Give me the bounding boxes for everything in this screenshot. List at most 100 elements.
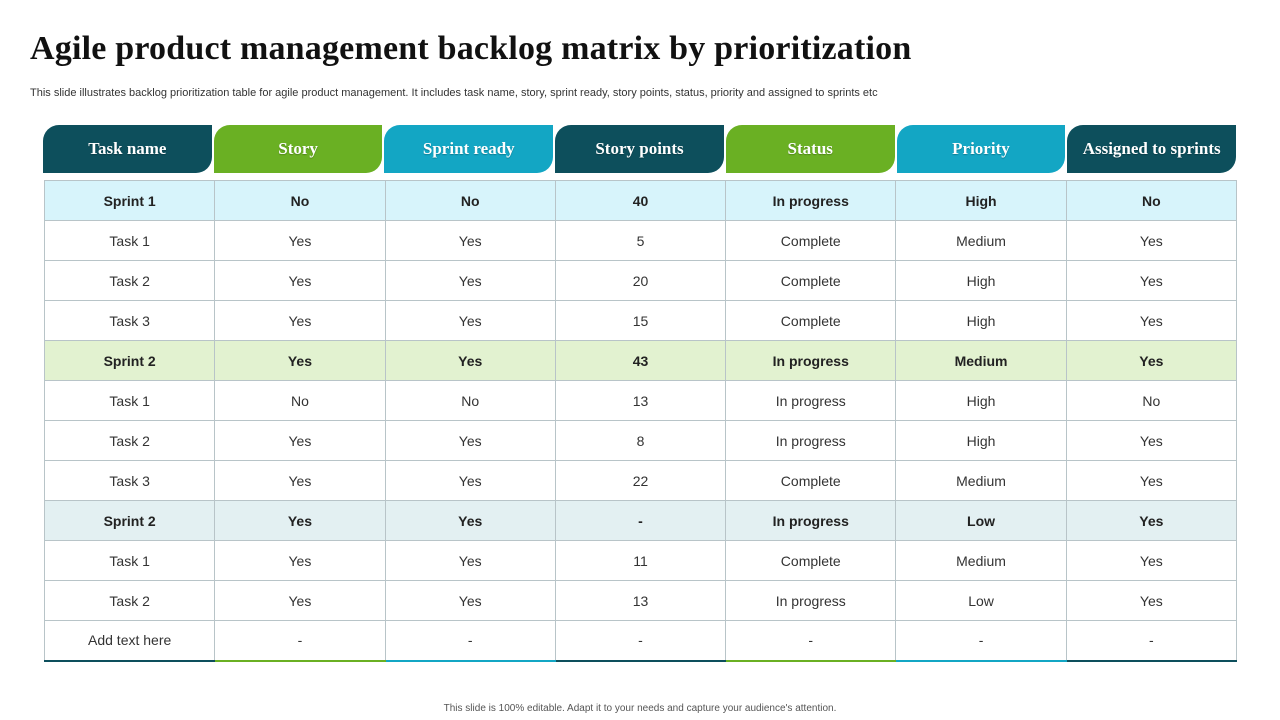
cell-story-points: 5 bbox=[554, 220, 727, 261]
cell-story: Yes bbox=[214, 260, 386, 301]
cell-task-name: Task 2 bbox=[43, 260, 216, 301]
cell-priority: High bbox=[895, 420, 1067, 461]
cell-assigned: No bbox=[1065, 180, 1238, 221]
cell-priority: High bbox=[895, 260, 1067, 301]
cell-status: In progress bbox=[725, 340, 897, 381]
cell-sprint-ready: Yes bbox=[384, 260, 556, 301]
cell-sprint-ready: Yes bbox=[384, 500, 556, 541]
cell-status: In progress bbox=[725, 420, 897, 461]
cell-story-points: 11 bbox=[554, 540, 727, 581]
cell-story: Yes bbox=[214, 340, 386, 381]
table-row: Task 1 Yes Yes 5 Complete Medium Yes bbox=[43, 220, 1238, 261]
table-row: Task 1 Yes Yes 11 Complete Medium Yes bbox=[43, 540, 1238, 581]
cell-status: In progress bbox=[725, 180, 897, 221]
cell-assigned: Yes bbox=[1065, 300, 1238, 341]
cell-assigned: Yes bbox=[1065, 340, 1238, 381]
cell-story: Yes bbox=[214, 540, 386, 581]
cell-assigned: Yes bbox=[1065, 500, 1238, 541]
cell-story-points: 22 bbox=[554, 460, 727, 501]
header-sprint-ready: Sprint ready bbox=[384, 125, 554, 173]
cell-task-name: Task 1 bbox=[43, 220, 216, 261]
table-row: Task 3 Yes Yes 15 Complete High Yes bbox=[43, 300, 1238, 341]
cell-priority: - bbox=[895, 620, 1067, 662]
cell-status: In progress bbox=[725, 580, 897, 621]
cell-assigned: Yes bbox=[1065, 260, 1238, 301]
cell-story-points: 13 bbox=[554, 580, 727, 621]
cell-task-name: Add text here bbox=[43, 620, 216, 662]
table-header-row: Task name Story Sprint ready Story point… bbox=[43, 125, 1237, 173]
cell-assigned: Yes bbox=[1065, 460, 1238, 501]
cell-sprint-ready: No bbox=[384, 380, 556, 421]
header-priority: Priority bbox=[896, 125, 1066, 173]
cell-status: Complete bbox=[725, 220, 897, 261]
table-row: Task 2 Yes Yes 8 In progress High Yes bbox=[43, 420, 1238, 461]
cell-story: Yes bbox=[214, 300, 386, 341]
table-row: Add text here - - - - - - bbox=[43, 620, 1238, 662]
cell-priority: Medium bbox=[895, 460, 1067, 501]
cell-sprint-ready: Yes bbox=[384, 460, 556, 501]
cell-story: No bbox=[214, 380, 386, 421]
cell-story: Yes bbox=[214, 420, 386, 461]
sprint-row: Sprint 1 No No 40 In progress High No bbox=[43, 180, 1238, 221]
cell-story-points: - bbox=[554, 620, 727, 662]
cell-story-points: 15 bbox=[554, 300, 727, 341]
cell-priority: Medium bbox=[895, 220, 1067, 261]
table-row: Task 2 Yes Yes 20 Complete High Yes bbox=[43, 260, 1238, 301]
cell-priority: High bbox=[895, 380, 1067, 421]
table-row: Task 1 No No 13 In progress High No bbox=[43, 380, 1238, 421]
cell-task-name: Sprint 2 bbox=[43, 340, 216, 381]
cell-story-points: 13 bbox=[554, 380, 727, 421]
table-row: Task 2 Yes Yes 13 In progress Low Yes bbox=[43, 580, 1238, 621]
cell-story: Yes bbox=[214, 500, 386, 541]
cell-task-name: Sprint 2 bbox=[43, 500, 216, 541]
table-row: Task 3 Yes Yes 22 Complete Medium Yes bbox=[43, 460, 1238, 501]
cell-priority: Low bbox=[895, 500, 1067, 541]
cell-story: Yes bbox=[214, 580, 386, 621]
cell-assigned: Yes bbox=[1065, 220, 1238, 261]
cell-task-name: Task 2 bbox=[43, 580, 216, 621]
cell-assigned: Yes bbox=[1065, 540, 1238, 581]
cell-story-points: 43 bbox=[554, 340, 727, 381]
cell-story-points: 8 bbox=[554, 420, 727, 461]
page-title: Agile product management backlog matrix … bbox=[30, 30, 912, 67]
cell-sprint-ready: Yes bbox=[384, 420, 556, 461]
cell-status: In progress bbox=[725, 380, 897, 421]
cell-story-points: - bbox=[554, 500, 727, 541]
cell-task-name: Task 3 bbox=[43, 460, 216, 501]
header-assigned-to-sprints: Assigned to sprints bbox=[1067, 125, 1237, 173]
cell-priority: High bbox=[895, 180, 1067, 221]
cell-sprint-ready: - bbox=[384, 620, 556, 662]
cell-sprint-ready: Yes bbox=[384, 540, 556, 581]
cell-story: Yes bbox=[214, 220, 386, 261]
cell-story-points: 40 bbox=[554, 180, 727, 221]
cell-story: Yes bbox=[214, 460, 386, 501]
cell-status: - bbox=[725, 620, 897, 662]
cell-status: In progress bbox=[725, 500, 897, 541]
cell-task-name: Task 3 bbox=[43, 300, 216, 341]
cell-priority: Medium bbox=[895, 540, 1067, 581]
cell-status: Complete bbox=[725, 300, 897, 341]
cell-priority: Low bbox=[895, 580, 1067, 621]
cell-sprint-ready: Yes bbox=[384, 220, 556, 261]
cell-sprint-ready: Yes bbox=[384, 580, 556, 621]
page-subtitle: This slide illustrates backlog prioritiz… bbox=[30, 87, 878, 99]
header-task-name: Task name bbox=[43, 125, 212, 173]
cell-status: Complete bbox=[725, 260, 897, 301]
cell-story-points: 20 bbox=[554, 260, 727, 301]
cell-priority: High bbox=[895, 300, 1067, 341]
cell-task-name: Task 1 bbox=[43, 540, 216, 581]
cell-status: Complete bbox=[725, 540, 897, 581]
cell-assigned: No bbox=[1065, 380, 1238, 421]
backlog-table: Sprint 1 No No 40 In progress High No Task 1 Yes… bbox=[43, 180, 1238, 662]
footer-note: This slide is 100% editable. Adapt it to… bbox=[443, 703, 837, 714]
cell-sprint-ready: No bbox=[384, 180, 556, 221]
cell-status: Complete bbox=[725, 460, 897, 501]
cell-task-name: Sprint 1 bbox=[43, 180, 216, 221]
header-story: Story bbox=[213, 125, 383, 173]
cell-story: - bbox=[214, 620, 386, 662]
cell-task-name: Task 2 bbox=[43, 420, 216, 461]
cell-sprint-ready: Yes bbox=[384, 340, 556, 381]
header-status: Status bbox=[725, 125, 895, 173]
cell-assigned: Yes bbox=[1065, 580, 1238, 621]
cell-assigned: Yes bbox=[1065, 420, 1238, 461]
